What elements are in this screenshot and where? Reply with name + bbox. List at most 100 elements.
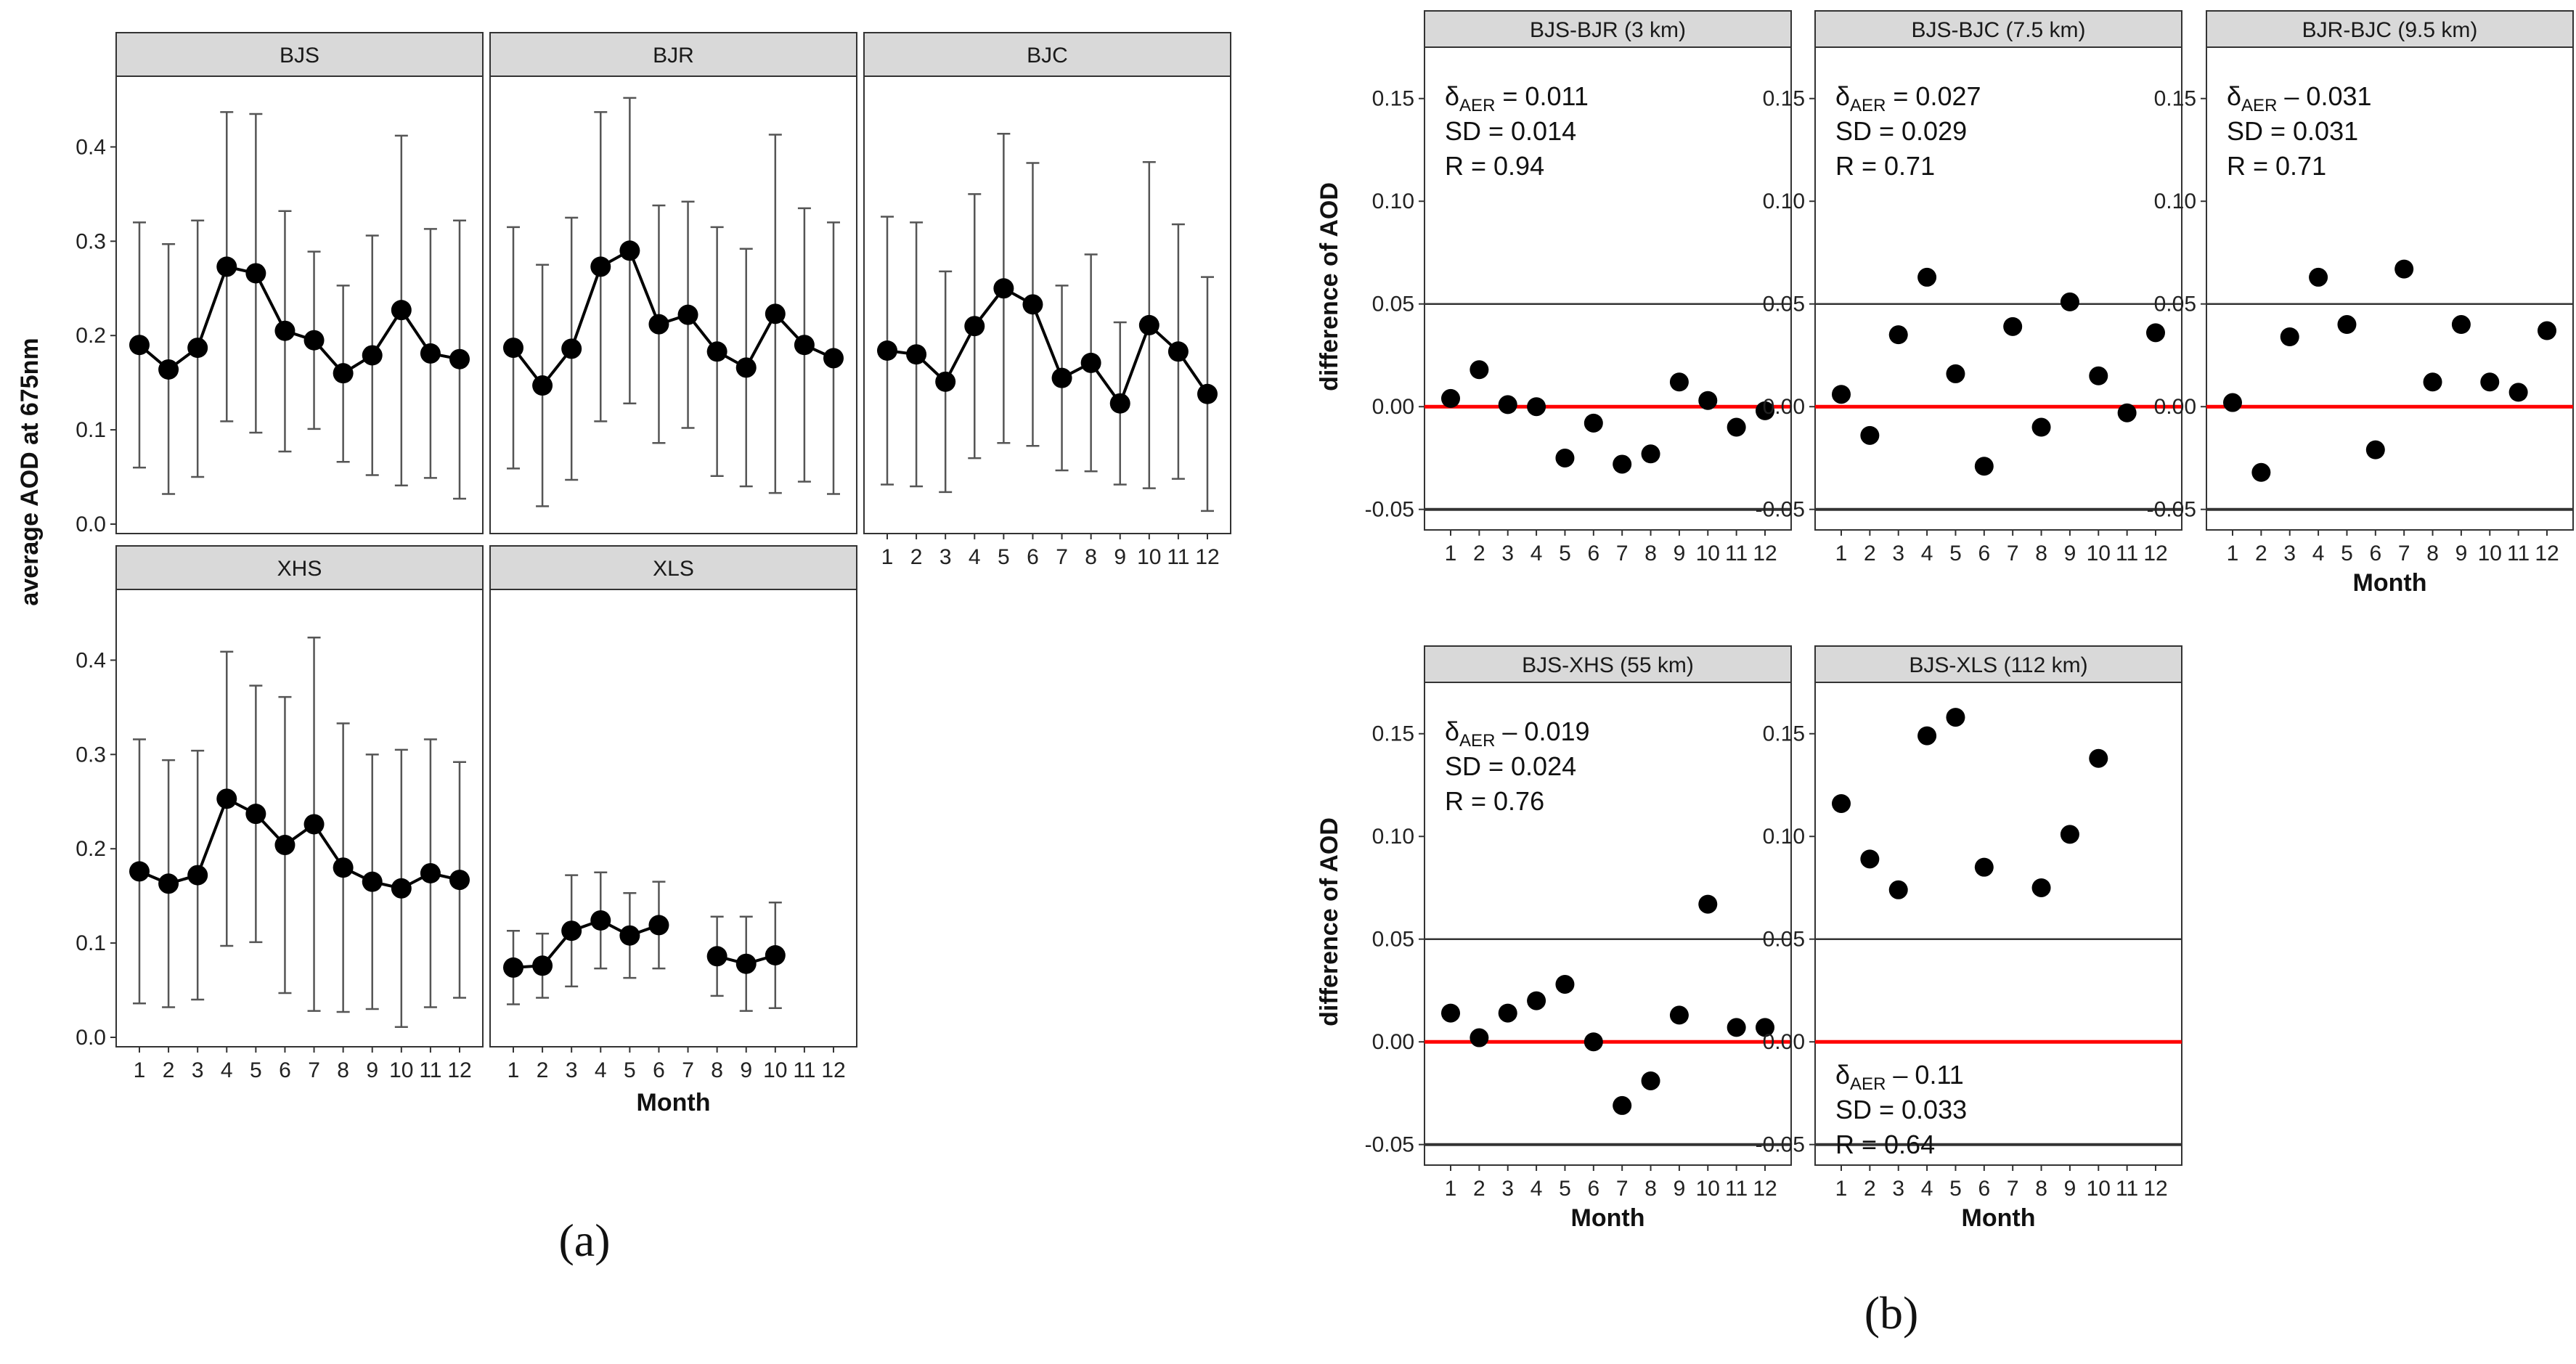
data-point (906, 344, 927, 365)
plot-area (1814, 46, 2182, 531)
data-point (1917, 726, 1937, 746)
x-axis-title: Month (637, 1089, 711, 1116)
diff-panel-3: BJR-BJC (9.5 km)-0.050.000.050.100.151 2 3… (2147, 10, 2574, 597)
y-tick-label: 0.00 (2154, 395, 2196, 419)
y-tick-label: 0.3 (76, 743, 106, 767)
stat-r: R = 0.76 (1445, 786, 1544, 816)
data-point (1698, 391, 1718, 410)
x-tick-label: 7 (2398, 542, 2410, 565)
y-tick-label: 0.4 (76, 648, 106, 672)
x-tick-label: 3 (192, 1058, 204, 1082)
x-tick-label: 8 (1644, 542, 1657, 565)
data-point (1917, 267, 1937, 287)
facet-strip-title: BJR-BJC (9.5 km) (2302, 18, 2478, 42)
series-line-segment (570, 266, 603, 350)
data-point (245, 263, 266, 284)
x-tick-label: 2 (1473, 1177, 1485, 1201)
x-tick-label: 6 (1587, 1177, 1599, 1201)
data-point (2031, 878, 2051, 897)
data-point (2003, 317, 2023, 336)
data-point (1022, 294, 1043, 315)
data-point (274, 320, 295, 341)
data-point (362, 345, 383, 366)
x-tick-label: 12 (2143, 1177, 2167, 1201)
y-tick-label: -0.05 (1756, 498, 1805, 522)
x-tick-label: 4 (1530, 1177, 1543, 1201)
data-point (245, 804, 266, 825)
x-tick-label: 11 (419, 1058, 441, 1082)
stat-sd: SD = 0.033 (1835, 1095, 1967, 1124)
facet-panel-bjr: BJR (489, 32, 857, 534)
x-tick-label: 12 (2535, 542, 2559, 565)
facet-strip-title: BJS-BJR (3 km) (1530, 18, 1686, 42)
data-point (216, 256, 237, 277)
facet-strip (115, 32, 484, 77)
x-tick-label: 1 (1835, 542, 1848, 565)
data-point (794, 335, 815, 356)
x-tick-label: 2 (1864, 1177, 1876, 1201)
x-tick-label: 3 (566, 1058, 578, 1082)
x-tick-label: 9 (1114, 545, 1126, 569)
data-point (2223, 393, 2242, 412)
data-point (274, 835, 295, 856)
y-tick-label: -0.05 (1365, 498, 1414, 522)
data-point (1946, 364, 1965, 383)
data-point (303, 814, 325, 835)
x-tick-label: 8 (1644, 1177, 1657, 1201)
data-point (1583, 1032, 1603, 1052)
data-point (1669, 372, 1689, 392)
stat-delta-aer: δAER = 0.027 (1835, 81, 1981, 115)
facet-strip-title: BJS-XLS (112 km) (1909, 653, 2087, 677)
stat-sd: SD = 0.014 (1445, 116, 1576, 146)
series-line-segment (744, 313, 777, 369)
plot-area (489, 75, 857, 534)
x-tick-label: 12 (1753, 542, 1777, 565)
data-point (561, 338, 582, 359)
y-tick-label: -0.05 (2147, 498, 2196, 522)
facet-strip (115, 545, 484, 590)
stat-sd: SD = 0.024 (1445, 751, 1576, 781)
x-tick-label: 11 (1167, 545, 1189, 569)
plot-area (115, 589, 484, 1047)
data-point (1698, 894, 1718, 914)
x-tick-label: 11 (1725, 542, 1748, 565)
data-point (1080, 352, 1101, 373)
data-point (677, 304, 698, 325)
x-tick-label: 7 (682, 1058, 694, 1082)
facet-strip-title: BJR (653, 44, 694, 68)
stat-r: R = 0.94 (1445, 151, 1544, 181)
data-point (503, 338, 523, 359)
data-point (216, 788, 237, 809)
x-tick-label: 4 (1921, 1177, 1933, 1201)
x-tick-label: 6 (1978, 1177, 1990, 1201)
x-tick-label: 10 (389, 1058, 413, 1082)
x-axis-title: Month (1962, 1204, 2036, 1232)
plot-area (1814, 682, 2182, 1166)
data-point (935, 371, 956, 392)
data-point (1498, 395, 1517, 414)
plot-area (863, 75, 1231, 534)
data-point (2060, 825, 2079, 844)
data-point (590, 910, 611, 931)
x-tick-label: 8 (1085, 545, 1097, 569)
x-tick-label: 7 (308, 1058, 320, 1082)
x-tick-label: 7 (2007, 542, 2019, 565)
x-tick-label: 9 (2455, 542, 2468, 565)
series-line-segment (1118, 324, 1151, 404)
data-point (303, 330, 325, 351)
series-line-segment (196, 798, 229, 876)
y-tick-label: 0.05 (1372, 293, 1414, 317)
series-line-segment (944, 325, 977, 383)
x-tick-label: 12 (1753, 1177, 1777, 1201)
data-point (420, 343, 441, 364)
y-axis-title-row2: difference of AOD (1316, 817, 1343, 1026)
y-axis-title-row1: difference of AOD (1316, 182, 1343, 391)
y-tick-label: 0.0 (76, 1026, 106, 1050)
x-tick-label: 10 (1696, 542, 1720, 565)
stat-sd: SD = 0.029 (1835, 116, 1967, 146)
x-axis-title: Month (1571, 1204, 1645, 1232)
x-tick-label: 2 (910, 545, 923, 569)
y-tick-label: 0.05 (2154, 293, 2196, 317)
data-point (1727, 1018, 1746, 1037)
